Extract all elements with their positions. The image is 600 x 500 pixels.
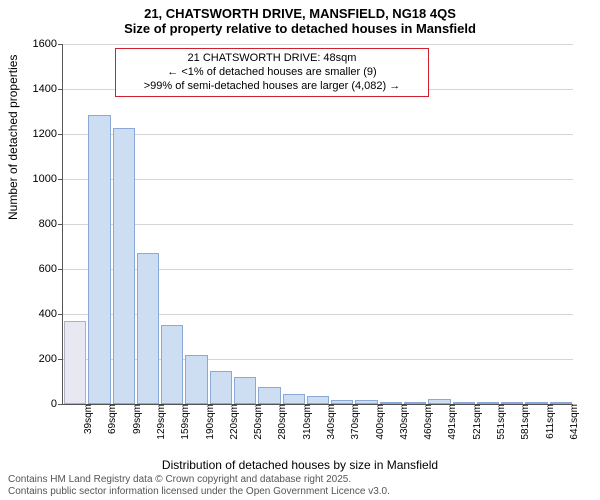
xtick-label: 280sqm [273, 404, 288, 440]
histogram-bar [161, 325, 183, 404]
annotation-line: ← <1% of detached houses are smaller (9) [122, 66, 422, 80]
xtick-label: 310sqm [298, 404, 313, 440]
histogram-bar [185, 355, 207, 405]
attribution-footer: Contains HM Land Registry data © Crown c… [8, 474, 390, 498]
ytick-label: 200 [17, 353, 63, 365]
ytick-label: 1600 [17, 38, 63, 50]
annotation-line: >99% of semi-detached houses are larger … [122, 80, 422, 94]
ytick-label: 1200 [17, 128, 63, 140]
histogram-bar [283, 394, 305, 404]
histogram-bar [88, 115, 110, 404]
xtick-label: 69sqm [103, 404, 118, 434]
xtick-label: 400sqm [371, 404, 386, 440]
annotation-box: 21 CHATSWORTH DRIVE: 48sqm← <1% of detac… [115, 48, 429, 97]
xtick-label: 250sqm [249, 404, 264, 440]
xtick-label: 39sqm [79, 404, 94, 434]
x-axis-label: Distribution of detached houses by size … [0, 458, 600, 472]
histogram-bar [234, 377, 256, 404]
xtick-label: 460sqm [419, 404, 434, 440]
histogram-bar [307, 396, 329, 404]
xtick-label: 581sqm [516, 404, 531, 440]
xtick-label: 430sqm [395, 404, 410, 440]
histogram-bar [64, 321, 86, 404]
xtick-label: 641sqm [565, 404, 580, 440]
gridline [63, 134, 573, 135]
footer-line-2: Contains public sector information licen… [8, 486, 390, 498]
xtick-label: 190sqm [201, 404, 216, 440]
title-line-1: 21, CHATSWORTH DRIVE, MANSFIELD, NG18 4Q… [0, 6, 600, 21]
xtick-label: 611sqm [541, 404, 556, 439]
xtick-label: 521sqm [468, 404, 483, 440]
xtick-label: 551sqm [492, 404, 507, 440]
footer-line-1: Contains HM Land Registry data © Crown c… [8, 474, 390, 486]
xtick-label: 129sqm [152, 404, 167, 440]
ytick-label: 0 [17, 398, 63, 410]
chart-area: 0200400600800100012001400160039sqm69sqm9… [62, 44, 572, 404]
histogram-bar [258, 387, 280, 404]
ytick-label: 1000 [17, 173, 63, 185]
gridline [63, 179, 573, 180]
histogram-bar [137, 253, 159, 404]
xtick-label: 220sqm [225, 404, 240, 440]
ytick-label: 800 [17, 218, 63, 230]
xtick-label: 491sqm [443, 404, 458, 440]
annotation-line: 21 CHATSWORTH DRIVE: 48sqm [122, 52, 422, 66]
xtick-label: 99sqm [128, 404, 143, 434]
histogram-bar [113, 128, 135, 404]
gridline [63, 224, 573, 225]
histogram-bar [210, 371, 232, 404]
plot-region: 0200400600800100012001400160039sqm69sqm9… [62, 44, 573, 405]
ytick-label: 400 [17, 308, 63, 320]
gridline [63, 44, 573, 45]
xtick-label: 370sqm [346, 404, 361, 440]
ytick-label: 600 [17, 263, 63, 275]
ytick-label: 1400 [17, 83, 63, 95]
xtick-label: 340sqm [322, 404, 337, 440]
title-line-2: Size of property relative to detached ho… [0, 21, 600, 36]
xtick-label: 159sqm [176, 404, 191, 440]
